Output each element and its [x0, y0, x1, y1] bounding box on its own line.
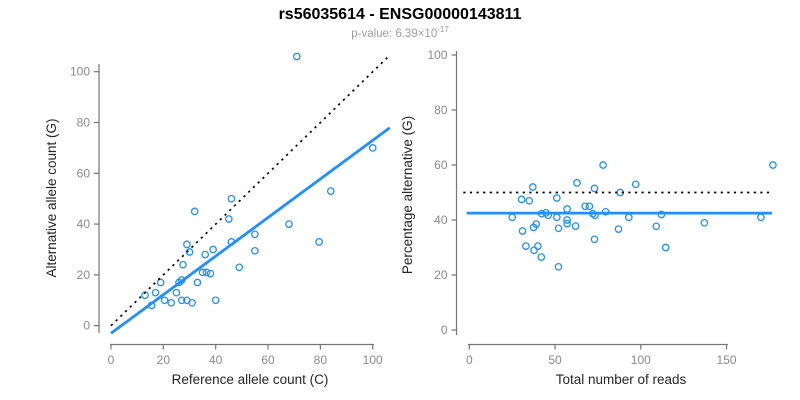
data-point — [224, 215, 233, 223]
data-point — [554, 262, 563, 271]
data-point — [581, 202, 589, 211]
allele-counts-plot: 0 20 40 60 80 100 0 20 40 60 80 100 Reference allele… — [44, 52, 391, 387]
data-point — [188, 298, 196, 307]
y-tick-label: 40 — [77, 217, 91, 231]
y-axis-title: Alternative allele count (G) — [44, 118, 59, 277]
y-tick-label: 80 — [77, 116, 91, 130]
x-tick-label: 0 — [466, 353, 473, 367]
x-tick-label: 0 — [108, 353, 115, 367]
y-tick-label: 80 — [434, 103, 448, 117]
p-value-subtitle: p-value: 6.39×10-17 — [0, 24, 800, 40]
data-point — [571, 222, 580, 230]
y-tick-label: 20 — [434, 268, 448, 282]
data-point — [235, 263, 244, 272]
data-point — [614, 225, 623, 233]
x-tick-label: 20 — [157, 353, 171, 367]
y-tick-label: 100 — [427, 48, 447, 62]
x-tick-label: 100 — [363, 353, 383, 367]
data-point — [198, 268, 207, 277]
data-point — [590, 235, 599, 244]
data-point — [661, 243, 670, 252]
percentage-alternative-plot: 0 50 100 150 0 20 40 60 80 100 Total number of rea… — [400, 48, 777, 387]
data-point — [251, 230, 259, 239]
data-point — [552, 194, 561, 202]
p-value-exponent: -17 — [437, 24, 449, 34]
data-point — [537, 253, 546, 261]
data-point — [209, 245, 217, 254]
figure-title: rs56035614 - ENSG00000143811 — [278, 6, 522, 23]
y-tick-label: 60 — [434, 158, 448, 172]
data-point — [700, 218, 709, 227]
x-tick-label: 100 — [631, 353, 651, 367]
x-axis-title: Total number of reads — [556, 372, 687, 387]
data-point — [769, 161, 777, 169]
y-tick-label: 40 — [434, 213, 448, 227]
data-point — [631, 180, 640, 189]
p-value-text: p-value: 6.39×10 — [351, 27, 438, 40]
data-point — [211, 296, 220, 305]
y-tick-label: 100 — [70, 65, 90, 79]
data-point — [757, 213, 765, 222]
data-point — [285, 220, 293, 228]
data-point — [563, 219, 571, 228]
data-point — [227, 194, 236, 203]
data-point — [177, 296, 186, 305]
data-point — [151, 288, 160, 297]
y-tick-label: 0 — [441, 323, 448, 337]
data-point — [179, 260, 187, 269]
y-tick-label: 60 — [77, 166, 91, 180]
data-point — [518, 227, 527, 235]
data-point — [522, 242, 530, 250]
data-point — [315, 238, 323, 246]
data-point — [508, 213, 517, 222]
data-point — [326, 187, 335, 195]
data-point — [554, 224, 563, 233]
identity-line — [110, 56, 389, 327]
fit-line — [110, 126, 391, 335]
data-point — [624, 213, 633, 222]
y-axis-title: Percentage alternative (G) — [400, 116, 415, 274]
data-point — [599, 161, 607, 169]
y-tick-label: 0 — [83, 319, 90, 333]
x-tick-label: 60 — [261, 353, 275, 367]
data-point — [590, 184, 599, 193]
x-tick-label: 50 — [548, 353, 562, 367]
x-axis-title: Reference allele count (C) — [172, 372, 329, 387]
data-point — [185, 248, 194, 256]
data-point — [552, 213, 561, 222]
x-tick-label: 40 — [209, 353, 223, 367]
y-tick-label: 20 — [77, 268, 91, 282]
data-point — [525, 196, 534, 205]
data-point — [190, 207, 199, 216]
x-tick-label: 150 — [717, 353, 737, 367]
data-point — [292, 52, 301, 61]
data-point — [156, 278, 165, 287]
data-point — [532, 220, 541, 228]
data-point — [172, 288, 181, 297]
data-point — [652, 222, 661, 231]
data-point — [585, 202, 594, 211]
data-point — [517, 195, 526, 204]
data-point — [534, 242, 542, 250]
figure-header: rs56035614 - ENSG00000143811 p-value: 6.… — [0, 0, 800, 40]
data-point — [167, 298, 176, 307]
data-point — [563, 216, 571, 224]
data-point — [160, 296, 169, 305]
data-point — [530, 246, 538, 255]
data-point — [368, 144, 377, 152]
data-point — [202, 268, 211, 277]
data-point — [193, 278, 202, 287]
data-point — [573, 179, 581, 187]
x-tick-label: 80 — [314, 353, 328, 367]
data-point — [183, 240, 191, 249]
data-point — [251, 246, 259, 255]
data-point — [528, 183, 537, 191]
data-point — [563, 205, 571, 213]
data-point — [206, 269, 215, 278]
data-point — [201, 250, 210, 259]
